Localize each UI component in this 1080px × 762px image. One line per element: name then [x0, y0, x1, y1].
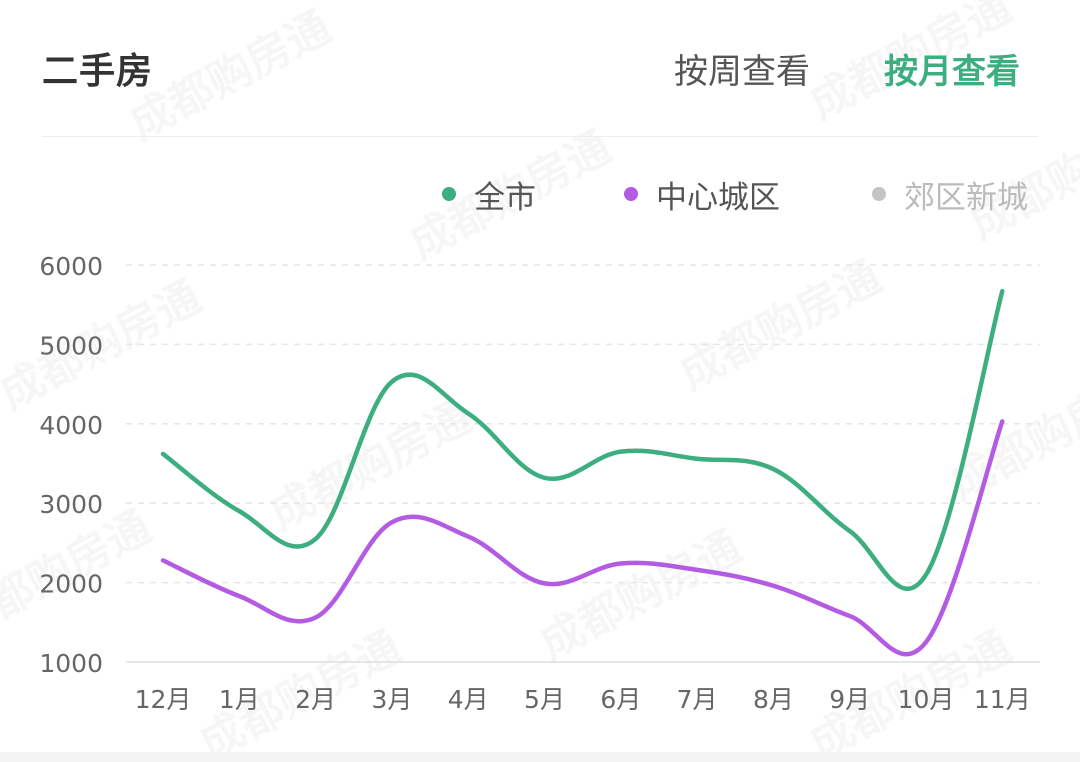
legend-dot-icon — [624, 187, 638, 201]
tab-month-view[interactable]: 按月查看 — [884, 52, 1020, 92]
x-tick-label: 11月 — [974, 685, 1031, 714]
x-tick-label: 9月 — [829, 685, 870, 714]
legend-item-suburb[interactable]: 郊区新城 — [872, 174, 1028, 216]
x-tick-label: 4月 — [448, 685, 489, 714]
watermark-text: 成都购房通 — [671, 251, 889, 399]
y-tick-label: 4000 — [39, 411, 103, 440]
y-tick-label: 2000 — [39, 570, 103, 599]
legend-dot-icon — [442, 187, 456, 201]
y-tick-label: 3000 — [39, 490, 103, 519]
y-tick-label: 5000 — [39, 331, 103, 360]
x-tick-label: 5月 — [524, 685, 565, 714]
x-tick-label: 2月 — [295, 685, 336, 714]
x-tick-label: 10月 — [898, 685, 955, 714]
legend-label: 中心城区 — [656, 179, 780, 216]
page-title: 二手房 — [42, 51, 154, 92]
y-tick-label: 6000 — [39, 252, 103, 281]
legend-item-central[interactable]: 中心城区 — [624, 174, 780, 216]
x-tick-label: 6月 — [600, 685, 641, 714]
x-tick-label: 1月 — [219, 685, 260, 714]
tab-week-view[interactable]: 按周查看 — [674, 52, 810, 92]
bottom-separator — [0, 752, 1080, 762]
series-line-city — [160, 288, 1005, 591]
header: 二手房 按周查看 按月查看 — [0, 0, 1080, 136]
legend-label: 郊区新城 — [904, 179, 1028, 216]
grid-lines — [126, 264, 1040, 663]
x-axis-ticks: 12月 1月 2月 3月 4月 5月 6月 7月 8月 9月 10月 11月 — [135, 685, 1031, 714]
watermark-text: 成都购房通 — [531, 521, 749, 669]
series-lines — [160, 288, 1005, 657]
x-tick-label: 7月 — [677, 685, 718, 714]
header-divider — [42, 136, 1038, 137]
series-line-central — [160, 419, 1005, 657]
legend-item-city[interactable]: 全市 — [442, 174, 536, 216]
y-tick-label: 1000 — [39, 649, 103, 678]
x-tick-label: 12月 — [135, 685, 192, 714]
y-axis-ticks: 1000 2000 3000 4000 5000 6000 — [39, 252, 103, 678]
watermark-text: 成都购房通 — [941, 361, 1080, 509]
watermark-text: 成都购房通 — [0, 271, 209, 419]
legend-dot-icon — [872, 187, 886, 201]
x-tick-label: 3月 — [371, 685, 412, 714]
x-tick-label: 8月 — [753, 685, 794, 714]
legend-label: 全市 — [474, 179, 536, 216]
